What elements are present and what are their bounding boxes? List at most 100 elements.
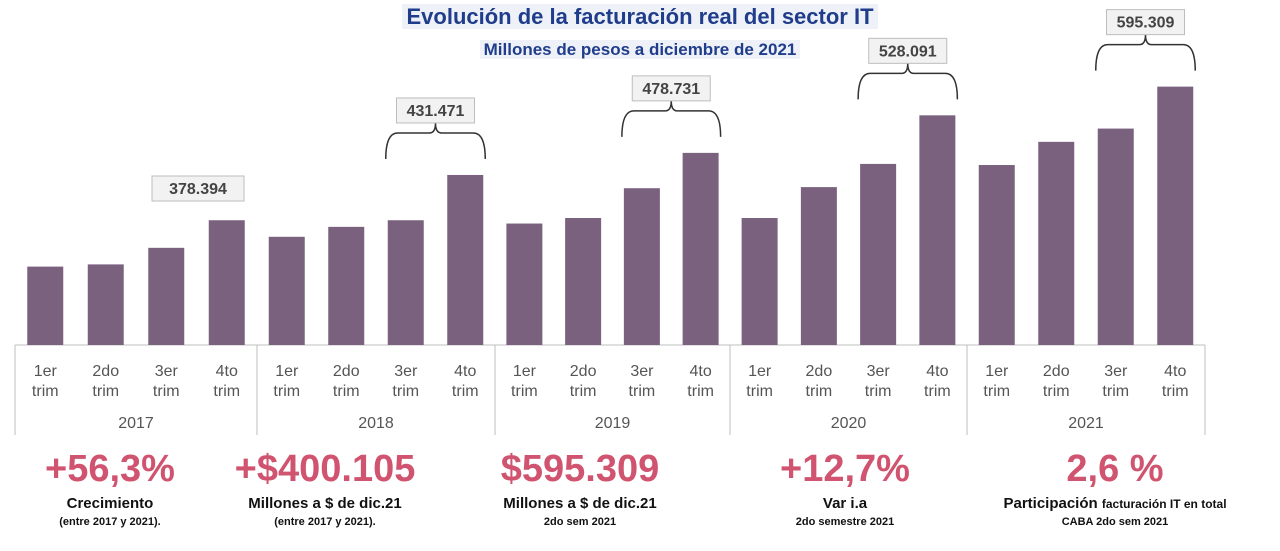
tick-label: trim <box>1043 383 1070 400</box>
annotation-box-2017 <box>151 175 245 202</box>
stat-total-label: Millones a $ de dic.21 <box>503 495 657 512</box>
stat-share-label-row: Participación facturación IT en total <box>965 495 1265 512</box>
annotation-label-2020: 528.091 <box>879 43 937 60</box>
tick-label: trim <box>865 383 892 400</box>
annotation-bracket-2020 <box>857 63 959 100</box>
bar-2021-2 <box>1038 141 1075 345</box>
bar-2017-1 <box>27 266 64 345</box>
tick-label: 2do <box>806 363 833 380</box>
bar-2020-2 <box>800 187 837 345</box>
bar-2020-4 <box>919 115 956 345</box>
bar-2018-1 <box>268 236 305 345</box>
tick-label: 3er <box>394 363 418 380</box>
bar-2019-2 <box>565 218 602 345</box>
tick-label: trim <box>687 383 714 400</box>
bar-2017-4 <box>208 220 245 345</box>
tick-label: trim <box>570 383 597 400</box>
tick-label: 1er <box>34 363 58 380</box>
stat-total-note: 2do sem 2021 <box>543 516 617 528</box>
bar-2018-3 <box>387 220 424 345</box>
tick-label: trim <box>213 383 240 400</box>
tick-label: 2do <box>333 363 360 380</box>
bar-2020-3 <box>860 163 897 345</box>
tick-label: trim <box>511 383 538 400</box>
stat-share-value: 2,6 % <box>1066 448 1164 490</box>
bar-2019-4 <box>682 152 719 345</box>
tick-label: 1er <box>513 363 537 380</box>
annotation-bracket-2021 <box>1095 34 1196 71</box>
bar-2018-4 <box>447 174 484 345</box>
tick-label: trim <box>1162 383 1189 400</box>
stat-increase-note: (entre 2017 y 2021). <box>274 516 376 528</box>
tick-label: trim <box>629 383 656 400</box>
annotation-label-2021: 595.309 <box>1117 15 1175 32</box>
group-label-2017: 2017 <box>118 415 154 432</box>
group-label-2020: 2020 <box>831 415 867 432</box>
tick-label: trim <box>1102 383 1129 400</box>
tick-label: 1er <box>275 363 299 380</box>
tick-label: trim <box>153 383 180 400</box>
bar-2019-3 <box>623 188 660 345</box>
chart-title: Evolución de la facturación real del sec… <box>0 4 1280 30</box>
stat-share-note: CABA 2do sem 2021 <box>1061 516 1169 528</box>
bar-2018-2 <box>328 226 365 345</box>
stat-growth-value: +56,3% <box>45 448 175 490</box>
tick-label: trim <box>92 383 119 400</box>
stat-increase-label: Millones a $ de dic.21 <box>248 495 402 512</box>
stat-yoy-note: 2do semestre 2021 <box>795 516 895 528</box>
tick-label: trim <box>392 383 419 400</box>
tick-label: trim <box>273 383 300 400</box>
group-label-2021: 2021 <box>1068 415 1104 432</box>
tick-label: 4to <box>926 363 948 380</box>
tick-label: 3er <box>630 363 654 380</box>
tick-label: 2do <box>570 363 597 380</box>
stat-total: $595.309 Millones a $ de dic.21 2do sem … <box>470 448 690 528</box>
chart-subtitle: Millones de pesos a diciembre de 2021 <box>0 40 1280 60</box>
tick-label: 2do <box>1043 363 1070 380</box>
stat-yoy: +12,7% Var i.a 2do semestre 2021 <box>760 448 930 528</box>
annotation-bracket-2019 <box>621 100 722 137</box>
stat-share-label-small: facturación IT en total <box>1101 497 1227 511</box>
tick-label: 2do <box>92 363 119 380</box>
bar-2017-2 <box>87 264 124 345</box>
tick-label: trim <box>924 383 951 400</box>
tick-label: 4to <box>1164 363 1186 380</box>
tick-label: 3er <box>1104 363 1128 380</box>
tick-label: 1er <box>748 363 772 380</box>
stat-total-value: $595.309 <box>500 448 660 490</box>
bar-2017-3 <box>148 247 185 345</box>
chart-title-text: Evolución de la facturación real del sec… <box>402 4 878 29</box>
annotation-box-2019 <box>631 75 711 102</box>
tick-label: 4to <box>454 363 476 380</box>
annotation-bracket-2018 <box>385 122 486 159</box>
bar-chart: 1er trim 2do trim 3er trim 4to trim 2017 378.394 1… <box>14 9 1206 435</box>
stat-increase-value: +$400.105 <box>234 448 416 490</box>
tick-label: 3er <box>867 363 891 380</box>
tick-label: trim <box>806 383 833 400</box>
tick-label: 1er <box>985 363 1009 380</box>
bar-2020-1 <box>741 218 778 345</box>
tick-label: 4to <box>690 363 712 380</box>
annotation-box-2021 <box>1106 9 1185 36</box>
annotation-box-2018 <box>396 97 475 124</box>
tick-label: trim <box>32 383 59 400</box>
tick-label: trim <box>452 383 479 400</box>
bar-2021-1 <box>978 165 1015 345</box>
stat-share: 2,6 % Participación facturación IT en to… <box>965 448 1265 528</box>
chart-subtitle-text: Millones de pesos a diciembre de 2021 <box>479 40 801 59</box>
bar-2021-4 <box>1157 86 1194 345</box>
stat-share-label: Participación <box>1003 495 1098 512</box>
annotation-label-2018: 431.471 <box>407 103 465 120</box>
bar-2019-1 <box>506 223 543 345</box>
tick-label: 4to <box>216 363 238 380</box>
stat-growth: +56,3% Crecimiento (entre 2017 y 2021). <box>25 448 195 528</box>
tick-label: trim <box>983 383 1010 400</box>
tick-label: 3er <box>155 363 179 380</box>
stat-growth-note: (entre 2017 y 2021). <box>59 516 161 528</box>
annotation-box-2020 <box>868 37 948 64</box>
tick-label: trim <box>746 383 773 400</box>
group-label-2018: 2018 <box>358 415 394 432</box>
stat-growth-label: Crecimiento <box>66 495 154 512</box>
stat-yoy-value: +12,7% <box>780 448 910 490</box>
stat-increase: +$400.105 Millones a $ de dic.21 (entre … <box>210 448 440 528</box>
